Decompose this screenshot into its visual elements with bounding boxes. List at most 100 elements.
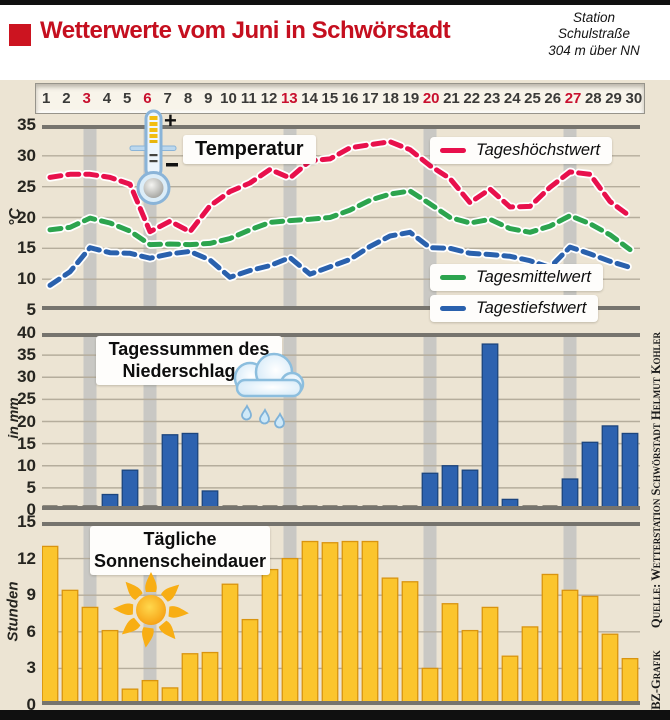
- day-number: 19: [402, 90, 420, 107]
- bottom-border-bar: [0, 710, 670, 720]
- day-number: 25: [524, 90, 541, 107]
- legend-label: Tagestiefstwert: [476, 299, 587, 317]
- bar-day-7: [161, 687, 179, 704]
- bar-day-23: [481, 343, 499, 509]
- y-tick-label: 15: [17, 238, 36, 258]
- bar-day-20: [421, 472, 439, 509]
- day-number: 29: [605, 90, 622, 107]
- day-number: 5: [123, 90, 132, 107]
- y-tick-label: 30: [17, 145, 36, 165]
- y-tick-label: 25: [17, 389, 36, 409]
- bar-day-2: [61, 589, 79, 704]
- station-line-2: Schulstraße: [557, 26, 631, 42]
- temperature-chart: [42, 125, 640, 310]
- legend-label: Tageshöchstwert: [476, 141, 601, 159]
- day-number: 20: [422, 90, 440, 107]
- highlight-day-band: [423, 525, 437, 702]
- bar-day-10: [221, 583, 239, 704]
- bar-day-27: [561, 589, 579, 704]
- y-tick-label: 0: [26, 500, 36, 519]
- day-number: 24: [503, 90, 521, 107]
- bar-day-25: [521, 626, 539, 704]
- bar-day-18: [381, 577, 399, 704]
- bar-day-5: [121, 469, 139, 509]
- rain-cloud-icon: [233, 352, 305, 429]
- Tageshöchstwert-line: [47, 139, 633, 235]
- y-tick-label: 35: [17, 115, 36, 134]
- y-tick-label: 40: [17, 323, 36, 342]
- station-line-3: 304 m über NN: [548, 42, 640, 58]
- temp-chart-title: Temperatur: [183, 135, 316, 164]
- bar-day-8: [181, 432, 199, 509]
- y-tick-label: 15: [17, 512, 36, 531]
- bar-day-26: [541, 573, 559, 704]
- bar-day-22: [461, 469, 479, 509]
- day-number: 28: [584, 90, 602, 107]
- Tagestiefstwert-line: [47, 229, 633, 288]
- thermometer-icon: +: [129, 108, 178, 205]
- bar-day-1: [42, 545, 59, 704]
- day-number: 14: [301, 90, 318, 107]
- day-number: 8: [183, 90, 193, 107]
- y-tick-label: 20: [17, 207, 36, 227]
- day-number: 27: [564, 90, 582, 107]
- bar-day-16: [341, 540, 359, 704]
- bar-day-29: [601, 633, 619, 704]
- graphic-credit: BZ-Grafik: [649, 650, 663, 710]
- bar-day-27: [561, 478, 579, 509]
- blue-dash-icon: [440, 305, 466, 312]
- sun-icon: [113, 572, 189, 648]
- bar-day-7: [161, 434, 179, 509]
- day-number: 4: [102, 90, 112, 107]
- bar-day-23: [481, 606, 499, 704]
- bar-day-28: [581, 441, 599, 509]
- legend-tagesmittelwert: Tagesmittelwert: [430, 264, 603, 291]
- bar-day-21: [441, 603, 459, 704]
- day-number: 18: [382, 90, 399, 107]
- bar-day-19: [401, 581, 419, 704]
- y-tick-label: 5: [26, 477, 36, 497]
- green-dash-icon: [440, 274, 466, 281]
- sun-chart-title: Tägliche Sonnenscheindauer: [90, 526, 270, 576]
- bar-day-20: [421, 667, 439, 704]
- day-number: 7: [163, 90, 172, 107]
- top-border-bar: [0, 0, 670, 5]
- station-line-1: Station: [572, 10, 616, 25]
- precipitation-chart: [42, 333, 640, 510]
- day-number: 21: [443, 90, 460, 107]
- day-number: 6: [143, 90, 152, 107]
- y-tick-label: 30: [17, 367, 36, 387]
- svg-text:+: +: [164, 108, 177, 133]
- y-tick-label: 20: [17, 411, 36, 431]
- y-tick-label: 35: [17, 345, 36, 365]
- y-tick-label: 10: [17, 455, 36, 475]
- day-number: 12: [260, 90, 278, 107]
- day-number: 17: [362, 90, 379, 107]
- y-tick-label: 25: [17, 176, 36, 196]
- day-number: 13: [280, 90, 298, 107]
- bar-day-22: [461, 629, 479, 704]
- bar-day-12: [261, 568, 279, 704]
- bar-day-24: [501, 655, 519, 704]
- legend-tageshoechstwert: Tageshöchstwert: [430, 137, 613, 164]
- bar-day-29: [601, 425, 619, 509]
- Tagesmittelwert-line: [47, 188, 633, 253]
- bar-day-6: [141, 679, 159, 704]
- page-title: Wetterwerte vom Juni in Schwörstadt: [40, 17, 451, 44]
- y-tick-label: 9: [26, 585, 36, 605]
- day-number: 1: [41, 90, 51, 107]
- bar-day-28: [581, 595, 599, 704]
- bar-day-4: [101, 493, 119, 509]
- legend-label: Tagesmittelwert: [476, 268, 591, 286]
- bar-day-30: [621, 432, 639, 509]
- red-dash-icon: [440, 147, 466, 154]
- y-tick-label: 10: [17, 269, 36, 289]
- bar-day-11: [241, 618, 259, 704]
- bar-day-30: [621, 657, 639, 704]
- y-tick-label: 5: [26, 300, 36, 319]
- day-number: 9: [204, 90, 213, 107]
- day-number: 30: [625, 90, 643, 107]
- day-number: 3: [82, 90, 91, 107]
- bar-day-9: [201, 490, 219, 509]
